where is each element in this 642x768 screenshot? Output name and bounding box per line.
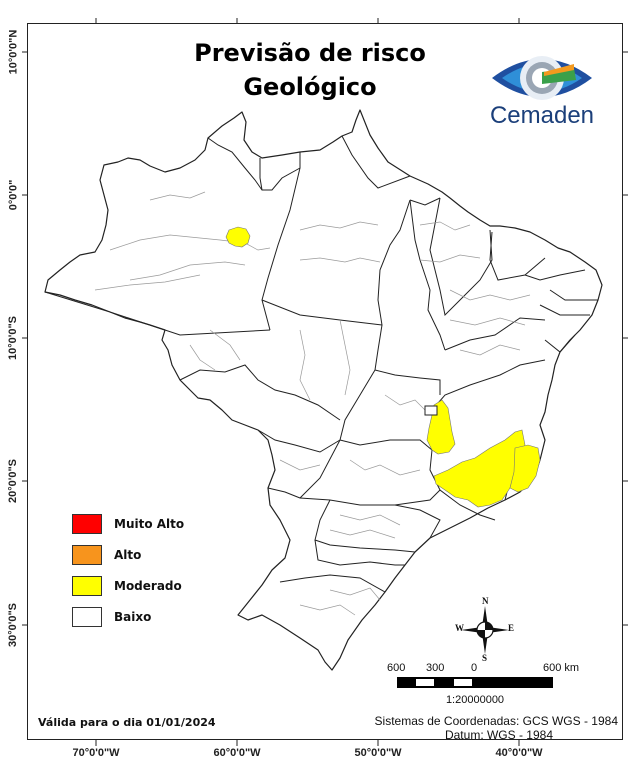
legend-swatch <box>72 544 102 565</box>
datum-text: Datum: WGS - 1984 <box>444 728 554 742</box>
scale-label-600km: 600 km <box>543 662 580 674</box>
lon-label-50w: 50°0'0"W <box>354 747 402 759</box>
lat-label-30s: 30°0'0"S <box>7 602 20 648</box>
map-frame <box>27 23 623 740</box>
title-line-2: Geológico <box>243 73 377 101</box>
brazil-map <box>44 109 603 671</box>
scale-ratio: 1:20000000 <box>445 694 505 706</box>
legend-item-muito-alto: Muito Alto <box>72 508 184 539</box>
compass-e: E <box>508 623 515 633</box>
compass-s: S <box>482 653 488 663</box>
coordinate-system: Sistemas de Coordenadas: GCS WGS - 1984 … <box>320 714 618 742</box>
logo-text: Cemaden <box>489 102 595 129</box>
scale-label-600: 600 <box>387 662 406 674</box>
risk-area-amazonas <box>225 226 251 248</box>
cemaden-logo: Cemaden <box>482 46 602 136</box>
legend-item-alto: Alto <box>72 539 184 570</box>
lat-label-10s: 10°0'0"S <box>7 315 20 361</box>
legend-swatch <box>72 606 102 627</box>
lat-label-20s: 20°0'0"S <box>7 458 20 504</box>
legend-swatch <box>72 575 102 596</box>
lon-label-40w: 40°0'0"W <box>495 747 543 759</box>
federal-district <box>424 405 438 416</box>
compass-w: W <box>455 623 464 633</box>
legend-swatch <box>72 513 102 534</box>
lon-label-60w: 60°0'0"W <box>213 747 261 759</box>
lat-label-0: 0°0'0" <box>7 179 19 211</box>
coordinate-system-text: Sistemas de Coordenadas: GCS WGS - 1984 <box>374 714 618 728</box>
lon-label-70w: 70°0'0"W <box>72 747 120 759</box>
legend-item-baixo: Baixo <box>72 601 184 632</box>
north-arrow-icon <box>461 606 509 654</box>
map-title: Previsão de risco Geológico <box>150 36 470 104</box>
risk-area-espirito-santo <box>509 444 541 493</box>
lat-label-10n: 10°0'0"N <box>7 29 19 75</box>
legend-item-moderado: Moderado <box>72 570 184 601</box>
scale-label-300: 300 <box>426 662 445 674</box>
legend: Muito Alto Alto Moderado Baixo <box>72 508 184 632</box>
compass-n: N <box>482 596 489 606</box>
eye-logo-icon <box>492 56 592 100</box>
scale-bar <box>397 677 553 688</box>
brazil-outline <box>44 109 603 671</box>
validity-date: Válida para o dia 01/01/2024 <box>38 716 216 729</box>
scale-label-0: 0 <box>471 662 478 674</box>
title-line-1: Previsão de risco <box>194 39 426 67</box>
